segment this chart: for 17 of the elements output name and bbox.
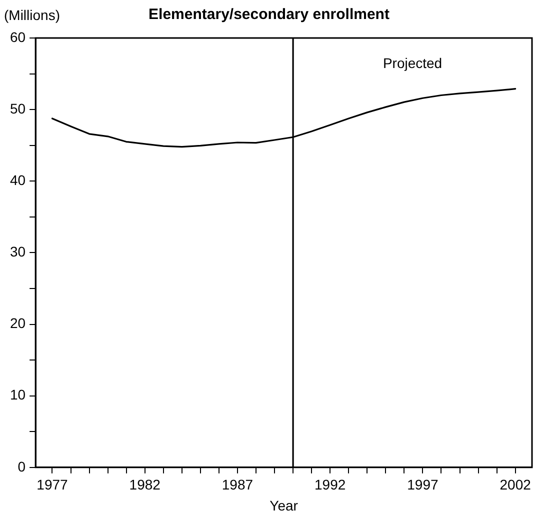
y-tick-label: 20 [10, 315, 26, 332]
x-tick-label: 1997 [407, 476, 438, 493]
x-tick-label: 1977 [36, 476, 68, 493]
chart-title: Elementary/secondary enrollment [148, 6, 390, 24]
ref-line-label: Projected [382, 54, 442, 71]
y-tick-label: 0 [18, 458, 26, 474]
y-tick-label: 30 [10, 244, 26, 260]
y-tick-label: 10 [10, 386, 26, 403]
x-tick-label: 1982 [129, 476, 161, 493]
y-tick-label: 40 [10, 172, 26, 188]
x-axis-title: Year [270, 497, 298, 514]
y-axis-title: (Millions) [4, 6, 60, 23]
x-tick-label: 2002 [500, 476, 532, 493]
x-tick-label: 1987 [222, 476, 254, 493]
x-tick-label: 1992 [314, 476, 346, 493]
y-tick-label: 60 [10, 28, 26, 45]
y-tick-label: 50 [10, 100, 26, 116]
